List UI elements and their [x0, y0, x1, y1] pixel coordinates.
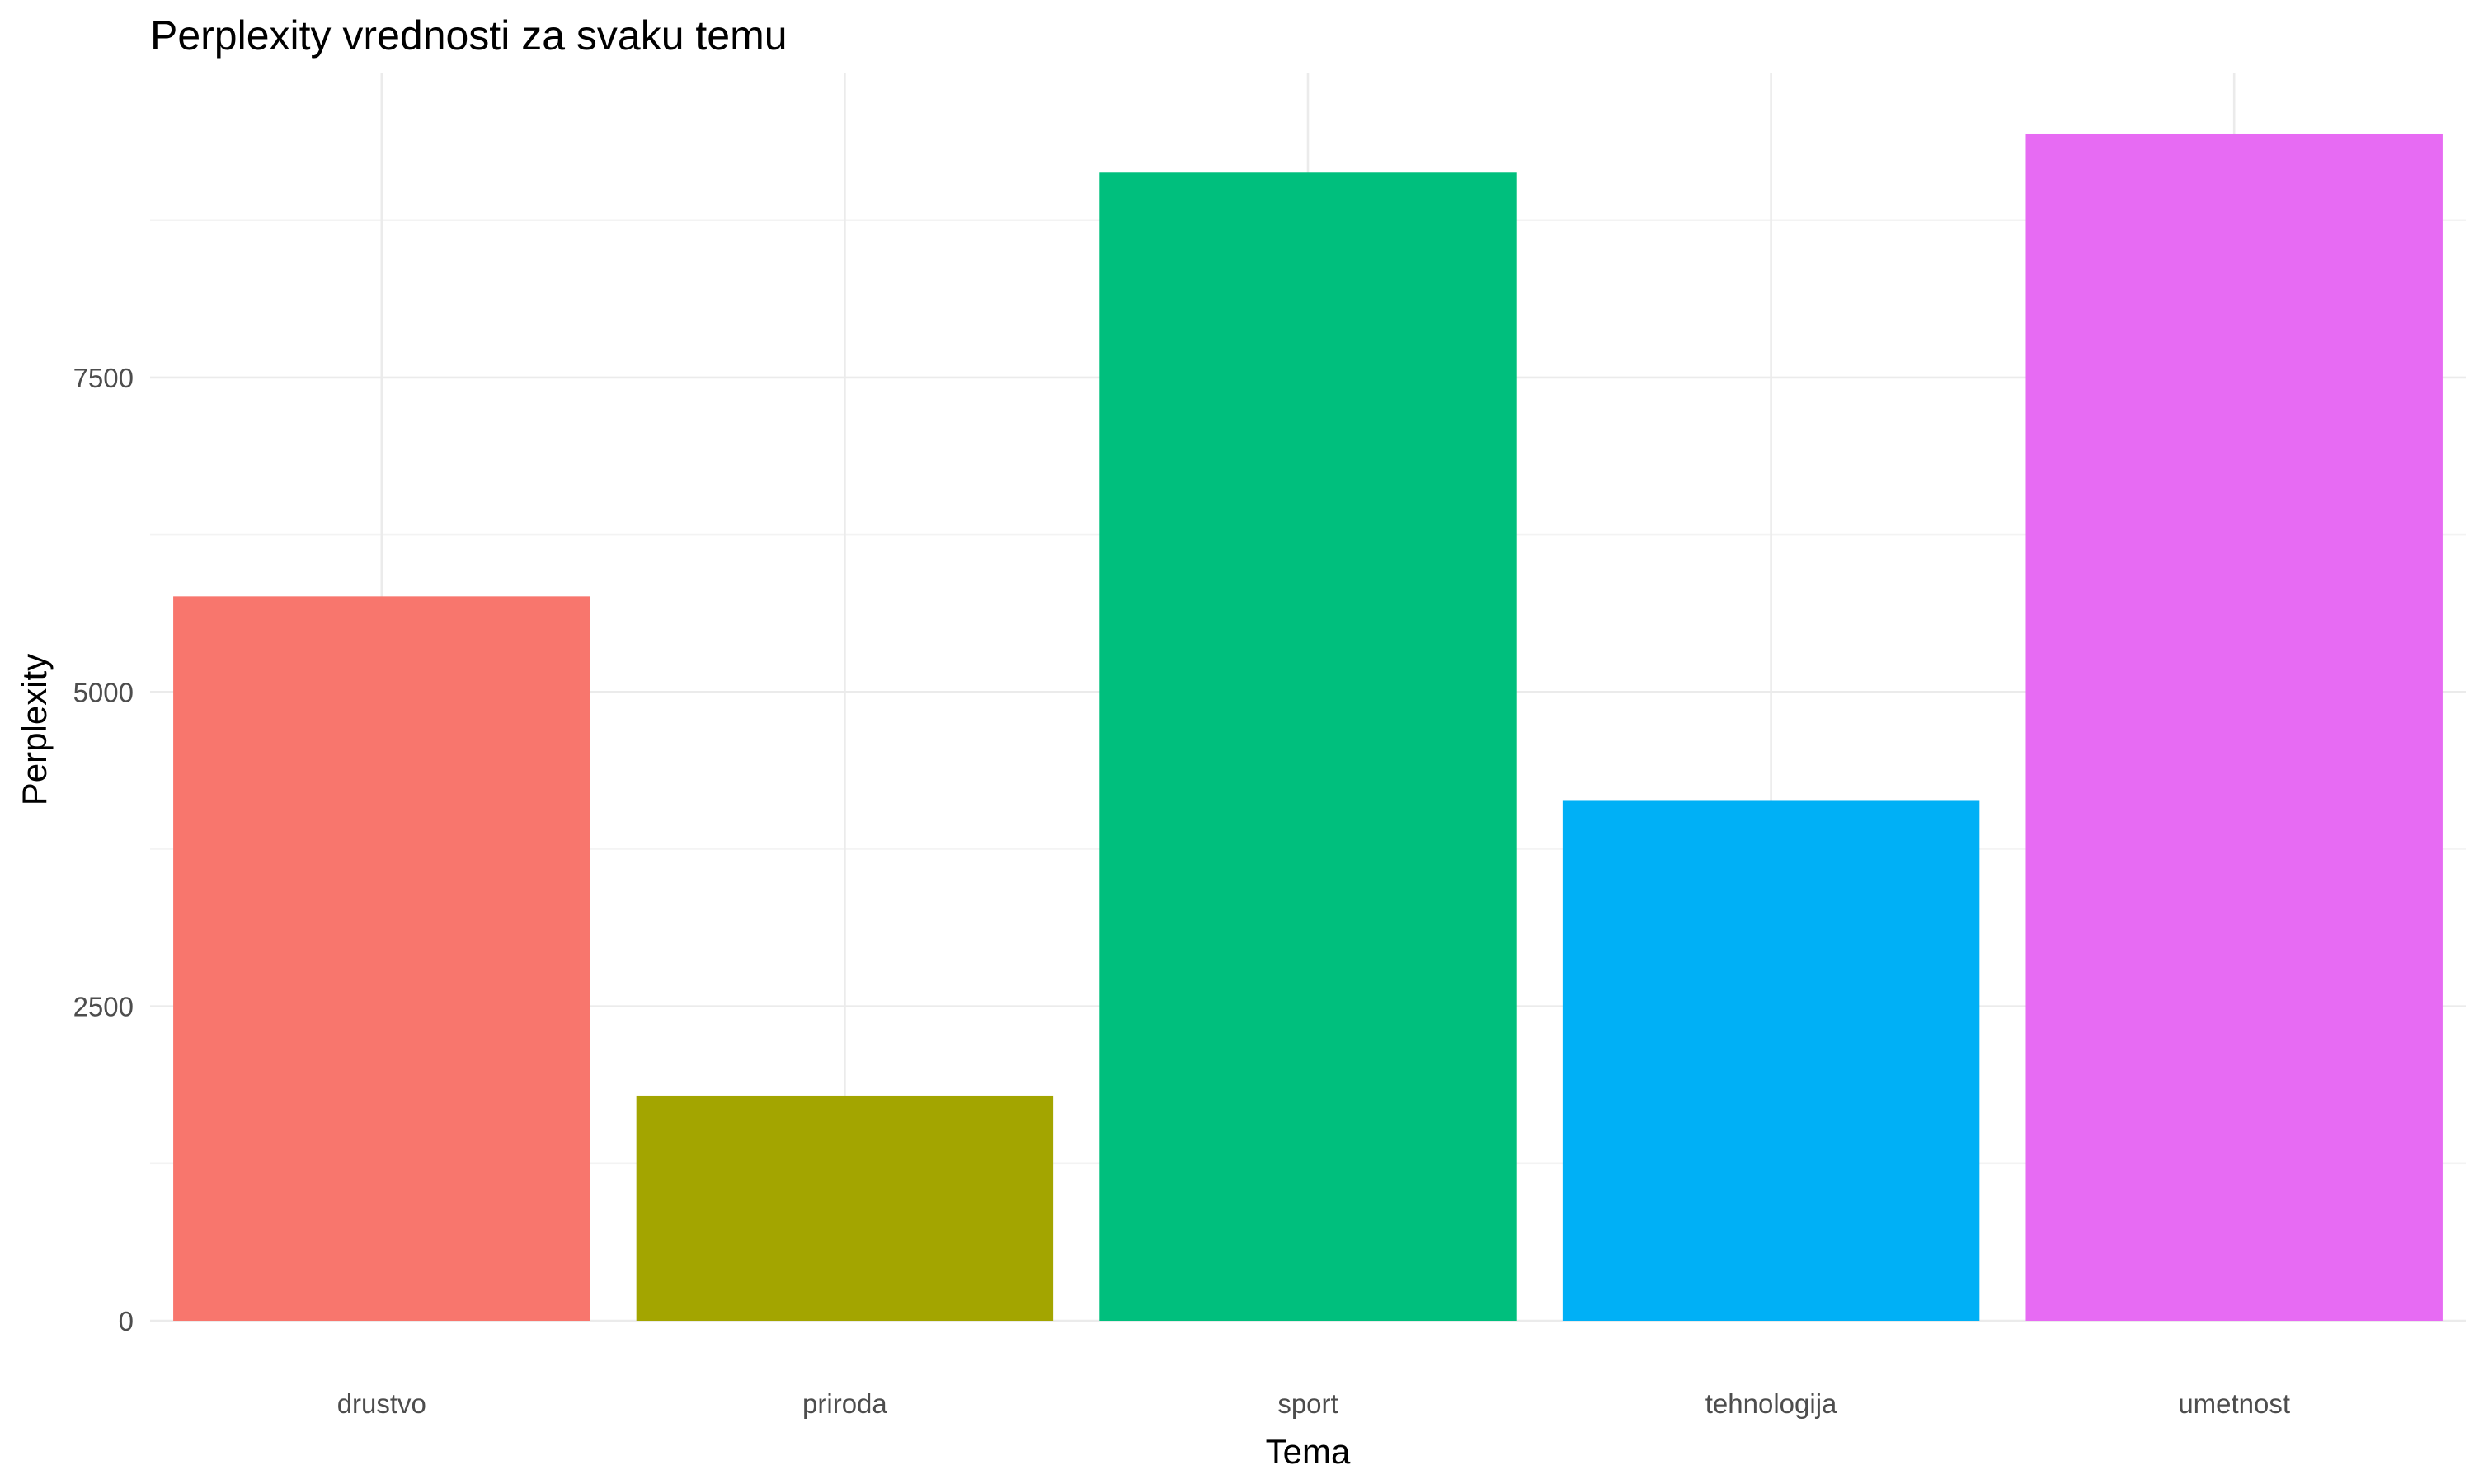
chart-title: Perplexity vrednosti za svaku temu [150, 12, 788, 59]
y-axis-ticks: 0 2500 5000 7500 [73, 363, 134, 1336]
bar-umetnost [2025, 133, 2443, 1321]
y-tick-label: 5000 [73, 677, 134, 707]
x-axis-title: Tema [1266, 1432, 1351, 1471]
y-tick-label: 7500 [73, 363, 134, 393]
x-tick-label: tehnologija [1705, 1388, 1837, 1419]
x-tick-label: umetnost [2178, 1388, 2290, 1419]
bar-tehnologija [1562, 800, 1980, 1321]
bar-priroda [636, 1095, 1054, 1321]
y-axis-title: Perplexity [15, 654, 54, 805]
bar-sport [1099, 172, 1517, 1321]
x-tick-label: priroda [802, 1388, 887, 1419]
x-tick-label: drustvo [337, 1388, 426, 1419]
y-tick-label: 2500 [73, 992, 134, 1022]
bars [173, 133, 2443, 1321]
x-axis-ticks: drustvo priroda sport tehnologija umetnost [337, 1388, 2290, 1419]
y-tick-label: 0 [119, 1306, 134, 1336]
x-tick-label: sport [1277, 1388, 1338, 1419]
bar-drustvo [173, 596, 590, 1321]
